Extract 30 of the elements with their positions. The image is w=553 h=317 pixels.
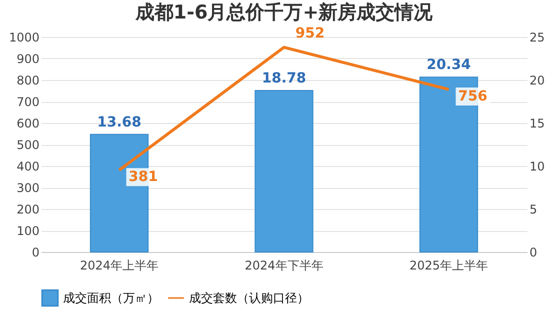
y-tick-label: 1000 <box>8 30 40 44</box>
y2-tick-label: 15 <box>530 116 545 130</box>
y-tick-label: 400 <box>16 160 40 174</box>
y2-tick-label: 0 <box>530 246 538 260</box>
y2-tick-label: 25 <box>530 30 545 44</box>
chart-title: 成都1-6月总价千万+新房成交情况 <box>134 1 434 24</box>
data-label: 13.68 <box>97 114 142 130</box>
y-tick-label: 500 <box>16 138 40 152</box>
data-label: 756 <box>458 88 488 104</box>
legend-label: 成交套数（认购口径） <box>189 291 309 305</box>
y-tick-label: 300 <box>16 181 40 195</box>
y-tick-label: 0 <box>32 246 40 260</box>
y-tick-label: 100 <box>16 224 40 238</box>
y-tick-label: 600 <box>16 116 40 130</box>
x-tick-label: 2025年上半年 <box>409 258 488 272</box>
x-tick-label: 2024年下半年 <box>244 258 324 272</box>
bar <box>254 90 314 252</box>
y2-tick-label: 20 <box>530 74 545 88</box>
data-label: 952 <box>295 25 325 42</box>
y-tick-label: 800 <box>16 74 40 88</box>
x-tick-label: 2024年上半年 <box>80 258 159 272</box>
y2-tick-label: 5 <box>530 202 538 216</box>
y-tick-label: 700 <box>16 95 40 109</box>
y-tick-label: 900 <box>16 52 40 66</box>
y2-tick-label: 10 <box>530 160 545 174</box>
data-label: 20.34 <box>426 57 472 74</box>
legend-label: 成交面积（万㎡） <box>63 291 159 305</box>
data-label: 381 <box>128 169 158 186</box>
y-tick-label: 200 <box>16 202 40 216</box>
data-label: 18.78 <box>262 70 306 86</box>
